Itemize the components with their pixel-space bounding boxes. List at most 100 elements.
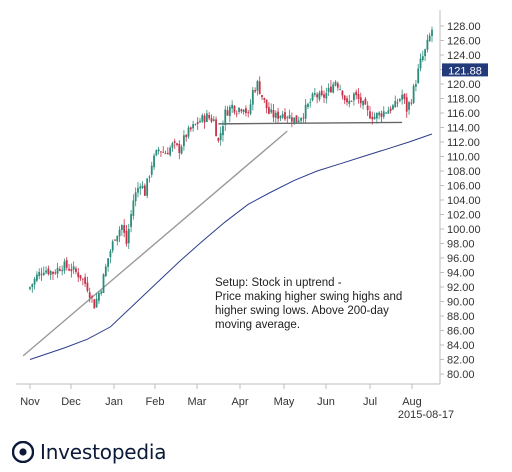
candle-body xyxy=(396,102,399,104)
brand-logo: Investopedia xyxy=(12,438,167,466)
candle-body xyxy=(38,271,41,277)
candle-body xyxy=(45,270,47,273)
candle-body xyxy=(405,97,408,112)
candle-body xyxy=(378,112,381,116)
candle-body xyxy=(343,95,346,101)
candle xyxy=(300,117,302,124)
candle xyxy=(187,125,190,139)
candle-body xyxy=(261,95,263,98)
candle xyxy=(98,291,100,304)
candle xyxy=(284,108,286,121)
candle xyxy=(148,175,151,183)
candle xyxy=(120,224,123,236)
candle-body xyxy=(238,107,240,112)
candle-body xyxy=(336,83,339,88)
candle xyxy=(304,99,307,123)
candle xyxy=(104,263,107,277)
candle xyxy=(339,84,342,91)
candle-body xyxy=(56,267,59,274)
candle xyxy=(396,98,399,108)
candle-body xyxy=(341,90,344,96)
candle xyxy=(233,105,236,115)
candle-body xyxy=(49,271,52,275)
candle-body xyxy=(127,229,130,244)
y-tick-label: 98.00 xyxy=(447,239,475,251)
candle-body xyxy=(415,84,417,87)
candle xyxy=(385,111,387,115)
candle xyxy=(251,87,254,111)
candle-body xyxy=(141,185,144,188)
candle xyxy=(114,239,116,241)
candle xyxy=(277,107,279,123)
candle xyxy=(359,92,362,108)
candle-body xyxy=(327,87,330,92)
candle xyxy=(369,106,371,120)
x-tick-label: Nov xyxy=(20,396,40,408)
candle-body xyxy=(373,116,376,120)
candle xyxy=(33,276,36,290)
y-tick-label: 84.00 xyxy=(447,340,475,352)
candle xyxy=(49,270,52,280)
candle-body xyxy=(162,151,165,153)
candle xyxy=(293,117,296,125)
candle xyxy=(173,138,176,150)
candle xyxy=(219,126,222,146)
candle-body xyxy=(297,120,300,123)
candle xyxy=(38,268,41,280)
candle-body xyxy=(98,293,100,301)
candle xyxy=(313,87,316,97)
candle xyxy=(196,117,199,130)
candle xyxy=(31,283,34,293)
candle xyxy=(160,151,162,158)
candle-body xyxy=(304,104,307,119)
candle-body xyxy=(382,111,385,117)
candle-body xyxy=(352,93,355,101)
candle-body xyxy=(118,229,121,237)
candle xyxy=(91,294,93,303)
candle-body xyxy=(320,90,323,96)
candle xyxy=(421,50,424,62)
candle xyxy=(249,99,252,116)
candle xyxy=(40,267,43,281)
candle xyxy=(192,120,194,132)
candle xyxy=(419,53,422,72)
x-tick-label: Feb xyxy=(146,396,165,408)
candle-body xyxy=(192,124,194,129)
candle xyxy=(311,92,314,102)
uptrend-line xyxy=(22,130,288,357)
candle-body xyxy=(111,241,114,251)
candle-body xyxy=(79,275,82,279)
candle xyxy=(72,261,75,274)
candle-body xyxy=(350,100,353,102)
candle-body xyxy=(258,81,261,95)
candle-body xyxy=(189,127,192,130)
y-tick-label: 86.00 xyxy=(447,326,475,338)
candle xyxy=(307,102,309,110)
candle-body xyxy=(371,116,374,120)
candle xyxy=(199,117,201,123)
candle-body xyxy=(65,260,68,268)
candle-body xyxy=(212,119,215,121)
candle-body xyxy=(109,251,112,258)
brand-name: Investopedia xyxy=(40,440,167,464)
candle xyxy=(118,226,121,243)
candle-body xyxy=(84,277,87,284)
candle xyxy=(203,113,206,129)
candle-body xyxy=(95,298,98,308)
candle-body xyxy=(199,120,201,123)
candle-body xyxy=(70,269,73,272)
candle xyxy=(343,95,346,105)
candle xyxy=(323,90,325,103)
candle xyxy=(127,223,130,250)
candle-body xyxy=(431,29,433,37)
candle-body xyxy=(226,110,229,116)
candle-body xyxy=(307,103,309,107)
candle xyxy=(169,145,172,157)
candle xyxy=(84,273,87,287)
candle-body xyxy=(91,296,93,298)
moving-average-line xyxy=(29,133,433,360)
candle xyxy=(394,95,397,108)
candle-body xyxy=(348,100,351,104)
candle xyxy=(247,110,250,118)
candle-body xyxy=(201,115,204,122)
